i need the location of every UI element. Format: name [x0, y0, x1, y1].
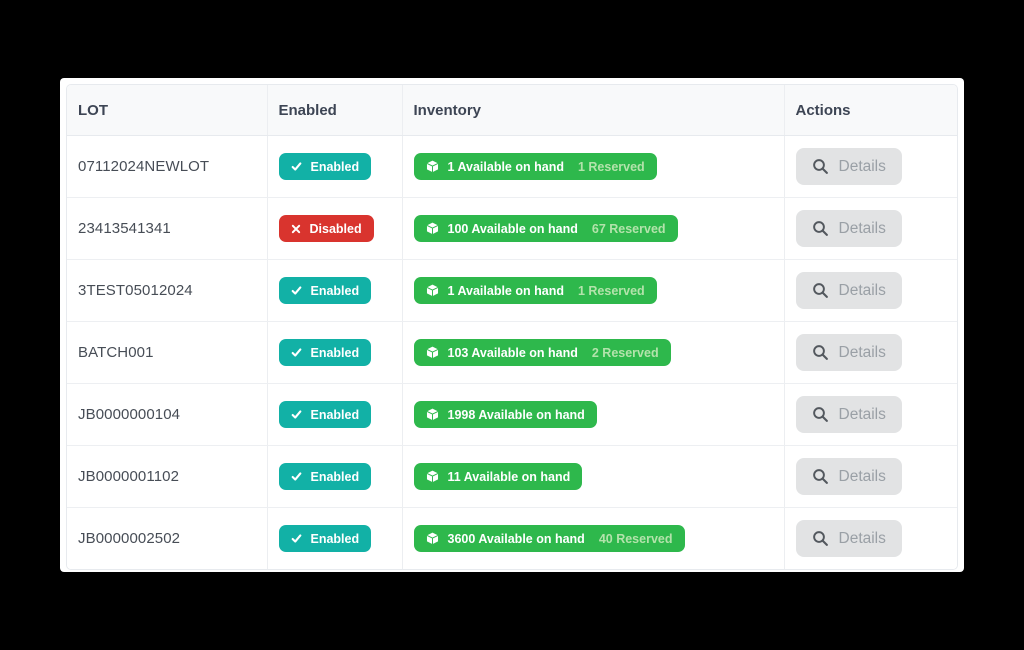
- enabled-badge: Enabled: [278, 277, 372, 304]
- search-icon: [812, 406, 829, 423]
- available-on-hand-label: 1 Available on hand: [447, 283, 564, 298]
- available-on-hand-label: 100 Available on hand: [447, 221, 578, 236]
- search-icon: [812, 344, 829, 361]
- inventory-badge: 3600 Available on hand 40 Reserved: [413, 525, 685, 552]
- cube-icon: [426, 532, 439, 545]
- inventory-badge: 103 Available on hand 2 Reserved: [413, 339, 671, 366]
- search-icon: [812, 282, 829, 299]
- enabled-badge-label: Enabled: [310, 469, 360, 484]
- reserved-label: 67 Reserved: [591, 221, 666, 236]
- enabled-badge: Enabled: [278, 339, 372, 366]
- lot-id: 23413541341: [78, 219, 171, 237]
- enabled-badge-label: Enabled: [310, 407, 360, 422]
- search-icon: [812, 158, 829, 175]
- lot-id: 3TEST05012024: [78, 281, 193, 299]
- details-button-label: Details: [838, 281, 886, 299]
- lot-id: 07112024NEWLOT: [78, 157, 210, 175]
- cube-icon: [426, 346, 439, 359]
- column-header-inventory: Inventory: [401, 85, 784, 136]
- column-header-actions: Actions: [783, 85, 957, 136]
- enabled-badge-label: Enabled: [310, 159, 360, 174]
- reserved-label: 1 Reserved: [577, 283, 645, 298]
- table-row: BATCH001 Enabled 103 Available on hand 2…: [67, 321, 957, 384]
- details-button[interactable]: Details: [795, 272, 902, 309]
- column-header-enabled: Enabled: [266, 85, 402, 136]
- check-icon: [291, 347, 302, 358]
- enabled-badge-label: Enabled: [310, 531, 360, 546]
- check-icon: [291, 409, 302, 420]
- details-button-label: Details: [838, 219, 886, 237]
- details-button[interactable]: Details: [795, 210, 902, 247]
- cube-icon: [426, 222, 439, 235]
- details-button-label: Details: [838, 405, 886, 423]
- table-row: 07112024NEWLOT Enabled 1 Available on ha…: [67, 135, 957, 198]
- reserved-label: 2 Reserved: [591, 345, 659, 360]
- x-icon: [291, 224, 301, 234]
- inventory-badge: 1 Available on hand 1 Reserved: [413, 153, 657, 180]
- enabled-badge: Enabled: [278, 463, 372, 490]
- search-icon: [812, 220, 829, 237]
- lots-table-border: LOT Enabled Inventory Actions 07112024NE…: [66, 84, 958, 570]
- cube-icon: [426, 284, 439, 297]
- details-button[interactable]: Details: [795, 148, 902, 185]
- column-header-lot: LOT: [67, 85, 267, 136]
- check-icon: [291, 533, 302, 544]
- enabled-badge: Enabled: [278, 401, 372, 428]
- check-icon: [291, 471, 302, 482]
- details-button[interactable]: Details: [795, 458, 902, 495]
- table-row: 3TEST05012024 Enabled 1 Available on han…: [67, 259, 957, 322]
- lot-id: BATCH001: [78, 343, 154, 361]
- disabled-badge: Disabled: [278, 215, 374, 242]
- available-on-hand-label: 1 Available on hand: [447, 159, 564, 174]
- disabled-badge-label: Disabled: [309, 221, 362, 236]
- lot-id: JB0000000104: [78, 405, 181, 423]
- details-button-label: Details: [838, 529, 886, 547]
- search-icon: [812, 530, 829, 547]
- lots-table: LOT Enabled Inventory Actions 07112024NE…: [67, 85, 957, 569]
- table-row: JB0000000104 Enabled 1998 Available on h…: [67, 383, 957, 446]
- enabled-badge-label: Enabled: [310, 283, 360, 298]
- enabled-badge-label: Enabled: [310, 345, 360, 360]
- available-on-hand-label: 103 Available on hand: [447, 345, 578, 360]
- details-button[interactable]: Details: [795, 520, 902, 557]
- inventory-badge: 100 Available on hand 67 Reserved: [413, 215, 678, 242]
- table-row: JB0000002502 Enabled 3600 Available on h…: [67, 507, 957, 569]
- details-button-label: Details: [838, 467, 886, 485]
- check-icon: [291, 285, 302, 296]
- lots-table-card: LOT Enabled Inventory Actions 07112024NE…: [60, 78, 964, 572]
- search-icon: [812, 468, 829, 485]
- inventory-badge: 1998 Available on hand: [413, 401, 597, 428]
- lot-id: JB0000002502: [78, 529, 181, 547]
- table-row: 23413541341 Disabled 100 Available on ha…: [67, 197, 957, 260]
- inventory-badge: 1 Available on hand 1 Reserved: [413, 277, 657, 304]
- available-on-hand-label: 1998 Available on hand: [447, 407, 585, 422]
- details-button-label: Details: [838, 343, 886, 361]
- available-on-hand-label: 3600 Available on hand: [447, 531, 585, 546]
- lot-id: JB0000001102: [78, 467, 180, 485]
- cube-icon: [426, 470, 439, 483]
- reserved-label: 40 Reserved: [598, 531, 673, 546]
- enabled-badge: Enabled: [278, 525, 372, 552]
- details-button-label: Details: [838, 157, 886, 175]
- table-header-row: LOT Enabled Inventory Actions: [67, 85, 957, 136]
- cube-icon: [426, 408, 439, 421]
- details-button[interactable]: Details: [795, 396, 902, 433]
- table-row: JB0000001102 Enabled 11 Available on han…: [67, 445, 957, 508]
- enabled-badge: Enabled: [278, 153, 372, 180]
- cube-icon: [426, 160, 439, 173]
- inventory-badge: 11 Available on hand: [413, 463, 583, 490]
- available-on-hand-label: 11 Available on hand: [447, 469, 571, 484]
- details-button[interactable]: Details: [795, 334, 902, 371]
- reserved-label: 1 Reserved: [577, 159, 645, 174]
- check-icon: [291, 161, 302, 172]
